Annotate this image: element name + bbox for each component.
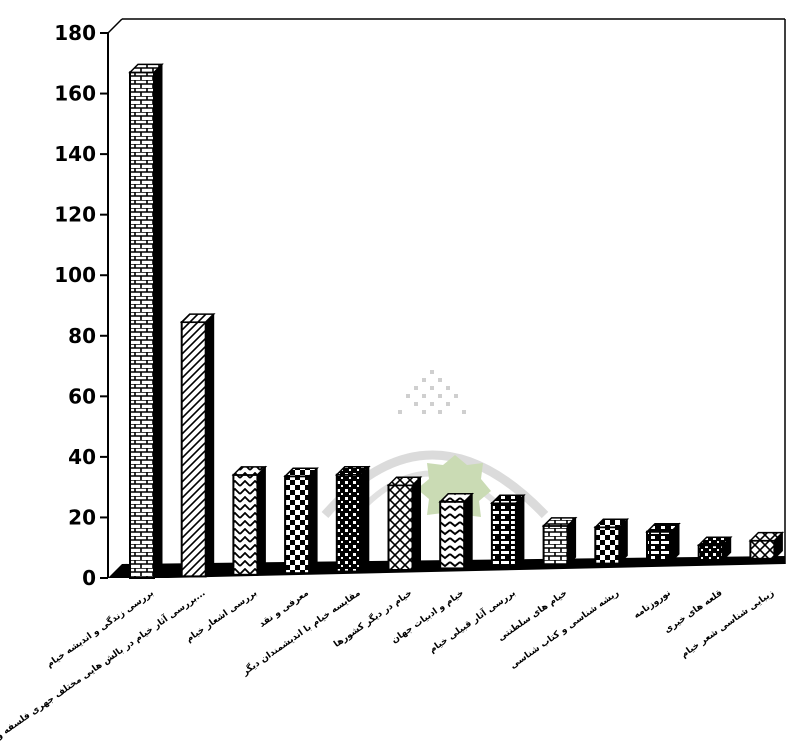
x-tick-label: نوروزنامه (632, 588, 673, 621)
bar (231, 465, 268, 577)
bar-face (232, 473, 259, 576)
y-tick-label: 20 (68, 505, 96, 529)
bar-face (335, 473, 362, 573)
bar-top (645, 522, 681, 533)
bar-top (283, 467, 319, 478)
bar (541, 516, 578, 567)
x-tick-label: معرفی و نقد (257, 588, 310, 630)
bar-face (490, 502, 517, 568)
bar (179, 312, 216, 578)
bar (438, 492, 475, 570)
x-tick-label: بررسی زندگی و اندیشه خیام (44, 587, 156, 670)
bar-side (360, 465, 370, 573)
bar-side (205, 312, 215, 578)
y-tick-label: 0 (82, 566, 96, 590)
bar-top (541, 517, 578, 527)
bar (128, 63, 164, 580)
x-tick-label: ریشه شناسی و کتاب شناسی (509, 588, 622, 671)
x-tick-label: بررسی آثار خیام در بالش هایی مختلف جهری … (0, 587, 207, 743)
bar (334, 465, 371, 573)
bar-top (231, 466, 268, 476)
bar-side (153, 63, 163, 580)
x-tick-label: بررسی آثار قبیلی خیام (427, 587, 518, 656)
bar (748, 531, 785, 561)
y-tick-label: 160 (54, 82, 96, 106)
bar-face (697, 544, 724, 562)
y-tick-label: 140 (54, 142, 96, 166)
y-tick-label: 100 (54, 263, 96, 287)
y-tick-label: 40 (68, 445, 96, 469)
bar-face (180, 321, 207, 578)
bar (283, 467, 319, 575)
y-tick-label: 180 (54, 21, 96, 45)
bar (490, 494, 526, 569)
bar-top (490, 494, 526, 504)
bar-side (412, 476, 421, 572)
bar-face (749, 539, 776, 560)
x-tick-label: زیبایی شناسی شعر خیام (679, 588, 776, 660)
bar-face (387, 484, 414, 572)
y-tick-label: 80 (68, 324, 96, 348)
bar-top (386, 476, 423, 486)
bar-face (594, 526, 621, 565)
bar-side (256, 465, 266, 577)
bar-top (593, 518, 630, 529)
bar (593, 518, 630, 565)
bar-side (308, 467, 318, 575)
bar-face (646, 530, 672, 564)
bar-face (284, 475, 311, 575)
bar (645, 522, 681, 564)
bar-side (515, 494, 525, 569)
y-tick-label: 120 (54, 203, 96, 227)
bar-top (179, 313, 216, 323)
bar-face (129, 71, 155, 579)
bar-top (748, 531, 785, 542)
bar-top (128, 63, 164, 74)
plot-frame-corner (107, 18, 123, 34)
bar-top (696, 536, 733, 547)
bar (696, 536, 733, 562)
bar-top (438, 493, 475, 503)
y-tick-label: 60 (68, 384, 96, 408)
bar-side (463, 492, 473, 570)
bar-face (439, 500, 466, 570)
bar (386, 476, 423, 572)
bar-face (542, 524, 569, 567)
bar-top (334, 465, 371, 476)
